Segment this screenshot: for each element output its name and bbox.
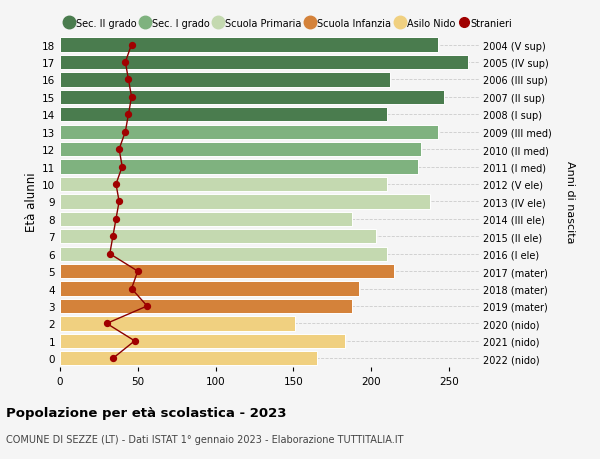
Point: [124, 112, 133, 119]
Point: [111, 216, 121, 223]
Bar: [60, 230, 376, 244]
Point: [133, 268, 143, 275]
Y-axis label: Età alunni: Età alunni: [25, 172, 38, 232]
Point: [127, 94, 136, 101]
Bar: [60, 195, 430, 209]
Point: [130, 337, 139, 345]
Bar: [60, 212, 352, 226]
Bar: [60, 178, 386, 192]
Text: COMUNE DI SEZZE (LT) - Dati ISTAT 1° gennaio 2023 - Elaborazione TUTTITALIA.IT: COMUNE DI SEZZE (LT) - Dati ISTAT 1° gen…: [6, 434, 404, 444]
Legend: Sec. II grado, Sec. I grado, Scuola Primaria, Scuola Infanzia, Asilo Nido, Stran: Sec. II grado, Sec. I grado, Scuola Prim…: [65, 18, 512, 28]
Text: Popolazione per età scolastica - 2023: Popolazione per età scolastica - 2023: [6, 406, 287, 419]
Bar: [60, 143, 421, 157]
Point: [118, 163, 127, 171]
Point: [121, 59, 130, 67]
Point: [115, 198, 124, 206]
Bar: [60, 108, 386, 122]
Bar: [60, 56, 467, 70]
Point: [102, 320, 112, 327]
Bar: [60, 38, 438, 52]
Bar: [60, 282, 359, 296]
Point: [127, 42, 136, 49]
Bar: [60, 160, 418, 174]
Point: [124, 77, 133, 84]
Bar: [60, 73, 390, 87]
Bar: [60, 317, 295, 331]
Point: [127, 285, 136, 292]
Point: [105, 251, 115, 258]
Bar: [60, 247, 386, 261]
Bar: [60, 299, 352, 313]
Bar: [60, 264, 394, 279]
Point: [121, 129, 130, 136]
Bar: [60, 334, 344, 348]
Point: [142, 302, 152, 310]
Bar: [60, 90, 444, 105]
Y-axis label: Anni di nascita: Anni di nascita: [565, 161, 575, 243]
Point: [111, 181, 121, 188]
Bar: [60, 352, 317, 366]
Bar: [60, 125, 438, 140]
Point: [108, 355, 118, 362]
Point: [108, 233, 118, 241]
Point: [115, 146, 124, 153]
